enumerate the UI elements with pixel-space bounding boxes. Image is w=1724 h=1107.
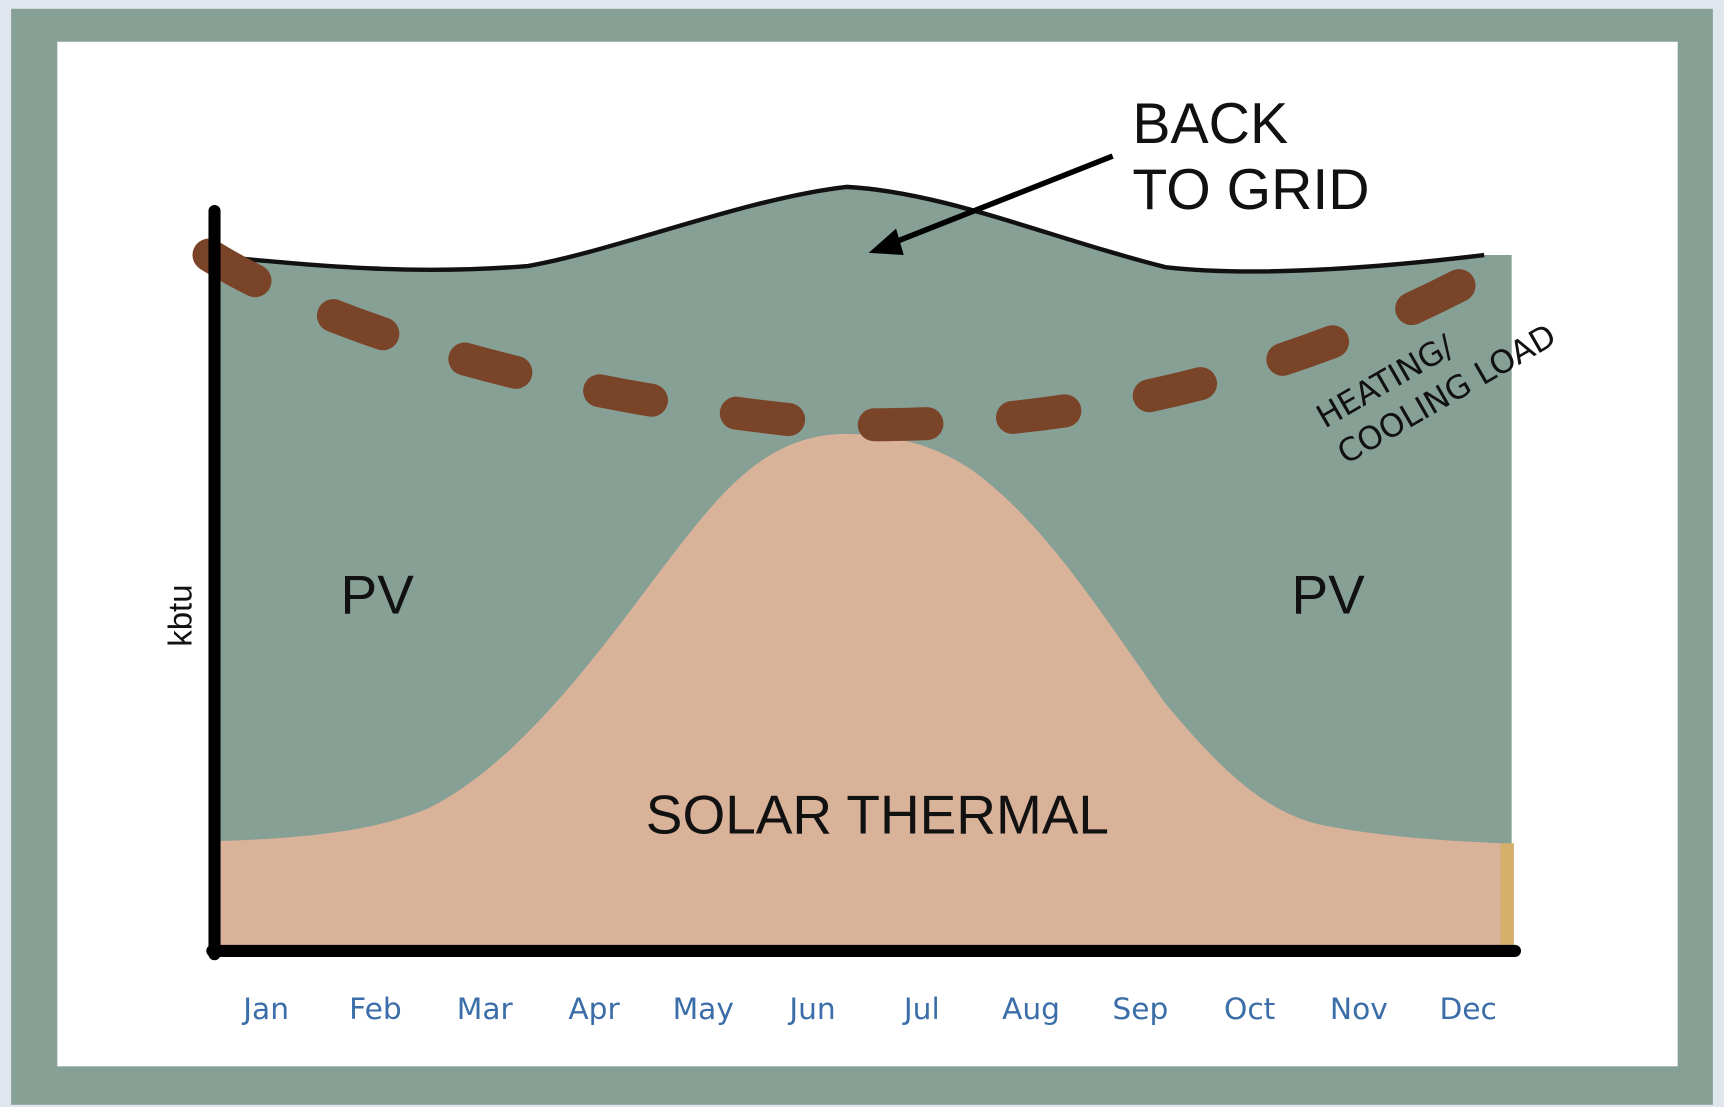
annotation: TO GRID	[1132, 158, 1369, 222]
region-label: PV	[1291, 563, 1365, 625]
y-axis-label: kbtu	[161, 584, 198, 646]
solar-thermal-area	[220, 434, 1501, 951]
month-label: Jan	[241, 991, 289, 1026]
arrow-head	[868, 228, 904, 256]
month-label: Feb	[349, 991, 402, 1026]
month-label: May	[673, 991, 734, 1026]
month-label: Sep	[1112, 991, 1168, 1026]
month-label: Apr	[568, 991, 620, 1026]
month-label: Oct	[1224, 991, 1275, 1026]
edge-strip	[1500, 843, 1514, 951]
month-label: Aug	[1002, 991, 1060, 1026]
arrow-shaft	[891, 153, 1114, 246]
supply-line	[214, 184, 1485, 274]
region-label: PV	[341, 563, 415, 625]
month-label: Nov	[1330, 991, 1388, 1026]
load-line	[192, 238, 1507, 442]
month-label: Dec	[1439, 991, 1496, 1026]
month-label: Jul	[902, 991, 940, 1026]
annotation: BACK	[1132, 92, 1288, 156]
region-label: SOLAR THERMAL	[646, 783, 1109, 845]
month-label: Mar	[457, 991, 514, 1026]
month-label: Jun	[787, 991, 835, 1026]
month-labels: Jan Feb Mar Apr May Jun Jul Aug Sep Oct Nov Dec	[241, 991, 1497, 1026]
